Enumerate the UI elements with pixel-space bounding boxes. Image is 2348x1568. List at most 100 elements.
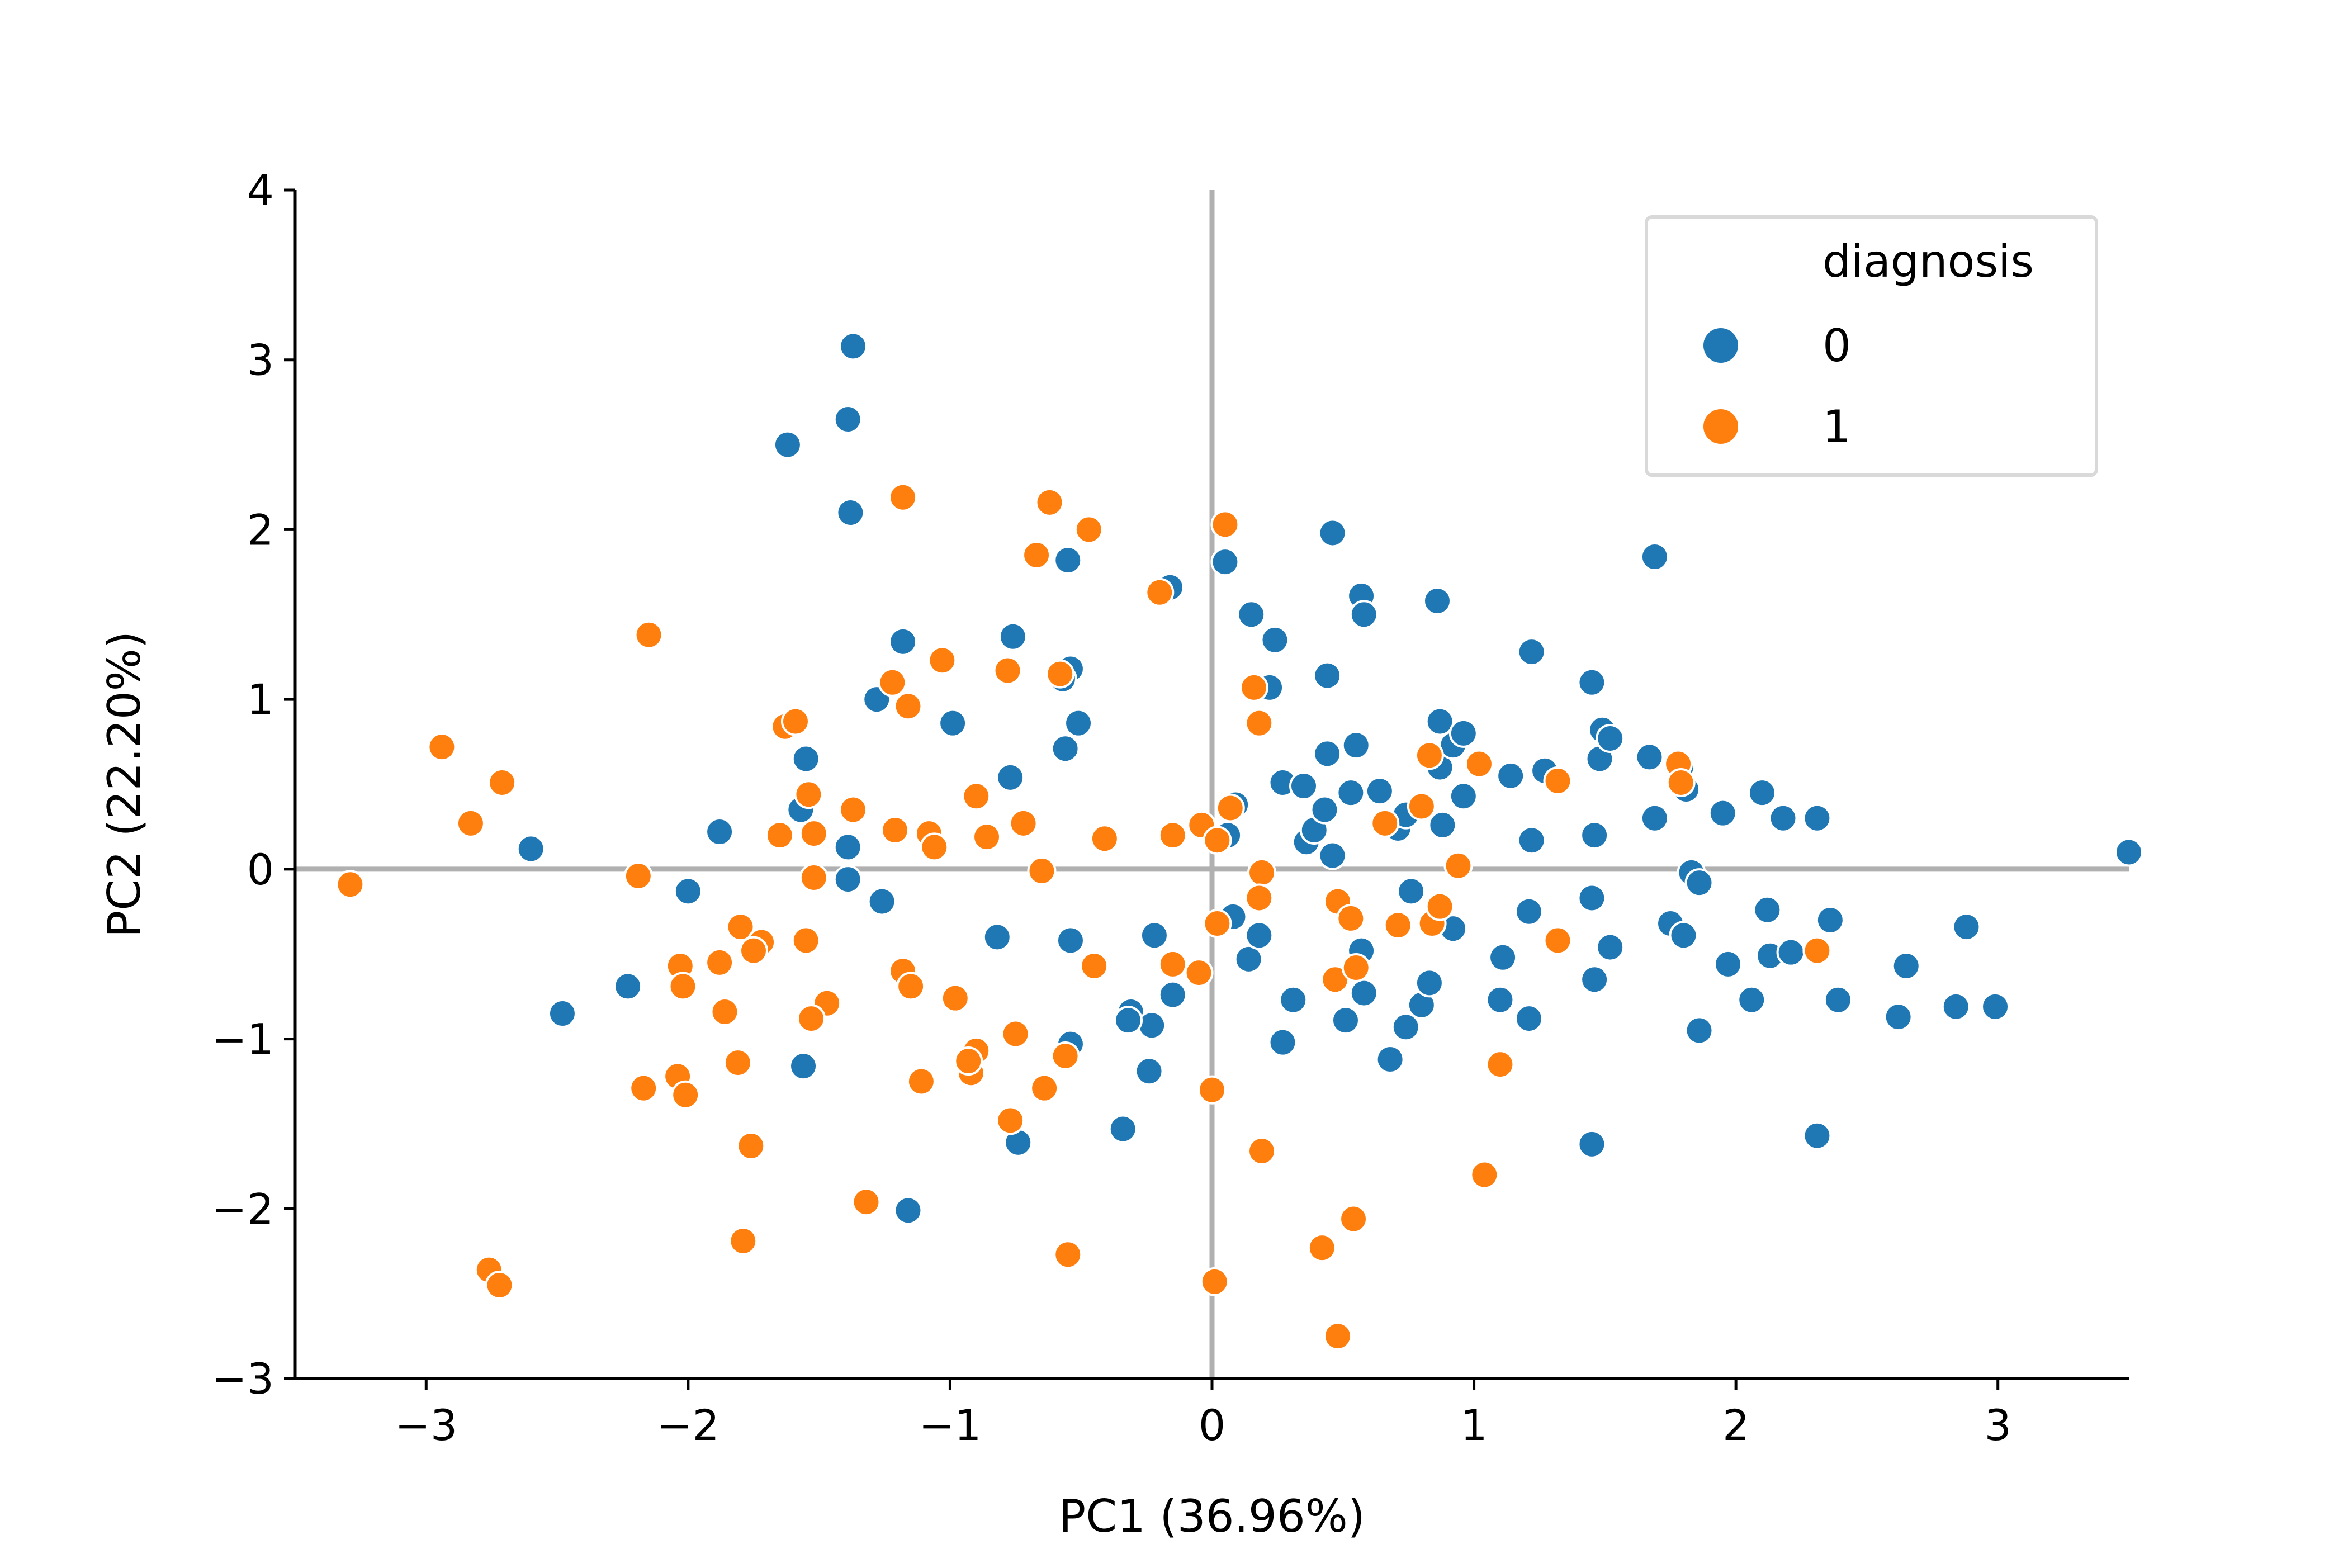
scatter-point-series-0: [1496, 761, 1526, 790]
scatter-point-series-1: [1145, 577, 1175, 607]
scatter-point-series-0: [1053, 546, 1083, 575]
scatter-point-series-1: [1543, 766, 1573, 795]
scatter-point-series-0: [1289, 771, 1318, 801]
scatter-point-series-1: [427, 732, 457, 762]
scatter-point-series-0: [1802, 803, 1832, 833]
scatter-point-series-0: [1318, 841, 1347, 870]
scatter-point-series-1: [1370, 808, 1400, 838]
scatter-point-series-0: [1428, 810, 1457, 840]
scatter-point-series-0: [1669, 921, 1698, 950]
scatter-point-series-0: [1137, 1011, 1167, 1040]
scatter-point-series-1: [893, 691, 923, 721]
legend-label-1: 1: [1822, 401, 1851, 453]
scatter-point-series-1: [1341, 953, 1371, 983]
scatter-point-series-0: [1260, 625, 1290, 655]
scatter-point-series-0: [867, 887, 897, 916]
scatter-point-series-1: [1022, 540, 1052, 570]
scatter-point-series-1: [1336, 903, 1366, 933]
scatter-point-series-1: [1543, 926, 1573, 955]
scatter-point-series-1: [962, 781, 991, 811]
scatter-point-series-1: [671, 1080, 700, 1110]
scatter-point-series-0: [1941, 992, 1971, 1021]
scatter-point-series-0: [833, 832, 863, 862]
scatter-point-series-0: [1684, 868, 1714, 898]
scatter-point-series-0: [1768, 803, 1798, 833]
scatter-point-series-0: [1425, 707, 1455, 736]
scatter-point-series-0: [1313, 661, 1342, 690]
scatter-point-series-0: [1514, 1004, 1544, 1034]
scatter-point-series-1: [1035, 487, 1064, 517]
scatter-point-series-1: [1244, 883, 1274, 913]
scatter-point-series-1: [765, 821, 794, 850]
scatter-point-series-1: [906, 1067, 936, 1096]
scatter-point-series-1: [1307, 1233, 1337, 1263]
scatter-point-series-1: [456, 808, 485, 838]
scatter-point-series-1: [710, 997, 740, 1026]
scatter-point-series-0: [1640, 803, 1669, 833]
scatter-point-series-0: [836, 498, 865, 528]
y-tick-label: −2: [211, 1184, 274, 1234]
scatter-point-series-0: [1114, 1006, 1143, 1035]
scatter-point-series-0: [998, 622, 1028, 651]
scatter-point-series-1: [1050, 1041, 1080, 1070]
scatter-point-series-0: [839, 331, 868, 361]
scatter-point-series-0: [1237, 600, 1266, 629]
scatter-point-series-1: [1053, 1240, 1083, 1269]
scatter-point-series-1: [668, 972, 698, 1001]
scatter-point-series-0: [1365, 776, 1394, 806]
scatter-point-series-1: [726, 912, 755, 942]
scatter-point-series-0: [1313, 739, 1342, 769]
legend-marker-0: [1701, 326, 1740, 365]
scatter-point-series-0: [893, 1196, 923, 1225]
scatter-point-series-1: [1203, 909, 1232, 939]
scatter-point-series-1: [780, 707, 810, 736]
scatter-point-series-0: [789, 1051, 818, 1081]
scatter-point-series-0: [888, 627, 918, 656]
scatter-point-series-0: [1341, 731, 1371, 760]
scatter-point-series-1: [1158, 949, 1187, 979]
scatter-point-series-0: [2114, 837, 2143, 867]
y-tick-label: 0: [247, 845, 274, 894]
scatter-point-series-0: [673, 877, 703, 906]
scatter-point-series-1: [736, 1131, 766, 1160]
x-tick-label: −2: [657, 1400, 719, 1450]
scatter-point-series-0: [1737, 985, 1767, 1015]
scatter-point-series-1: [487, 768, 517, 797]
scatter-point-series-1: [1215, 793, 1245, 823]
scatter-point-series-0: [1776, 937, 1806, 967]
scatter-point-series-0: [1108, 1114, 1138, 1144]
scatter-point-series-1: [1244, 708, 1274, 738]
legend: diagnosis 01: [1645, 215, 2098, 477]
scatter-point-series-1: [1464, 749, 1494, 779]
scatter-point-series-1: [1027, 856, 1057, 885]
scatter-point-series-1: [1407, 792, 1436, 821]
scatter-point-series-0: [1596, 932, 1625, 962]
scatter-point-series-1: [1074, 515, 1104, 544]
scatter-point-series-0: [1640, 542, 1669, 572]
scatter-point-series-1: [927, 646, 957, 675]
scatter-point-series-1: [839, 795, 868, 825]
scatter-point-series-1: [1425, 892, 1455, 921]
scatter-point-series-0: [1684, 1016, 1714, 1045]
data-points: [335, 331, 2143, 1351]
scatter-point-series-1: [940, 983, 970, 1013]
scatter-point-series-0: [613, 972, 643, 1001]
scatter-point-series-0: [1517, 637, 1546, 667]
scatter-point-series-0: [833, 865, 863, 894]
scatter-point-series-0: [1375, 1045, 1405, 1074]
scatter-point-series-1: [1802, 936, 1832, 965]
scatter-point-series-0: [1891, 951, 1921, 980]
scatter-point-series-0: [1713, 949, 1743, 979]
legend-items: 01: [1701, 320, 1851, 453]
scatter-point-series-0: [1055, 926, 1085, 955]
y-tick-label: −3: [211, 1354, 274, 1404]
scatter-point-series-0: [791, 744, 821, 774]
y-tick-label: 2: [247, 505, 274, 555]
scatter-point-series-1: [1158, 821, 1187, 850]
legend-frame: [1645, 215, 2098, 477]
scatter-point-series-1: [996, 1106, 1025, 1135]
scatter-point-series-1: [920, 832, 949, 862]
x-tick-label: 3: [1985, 1400, 2011, 1450]
